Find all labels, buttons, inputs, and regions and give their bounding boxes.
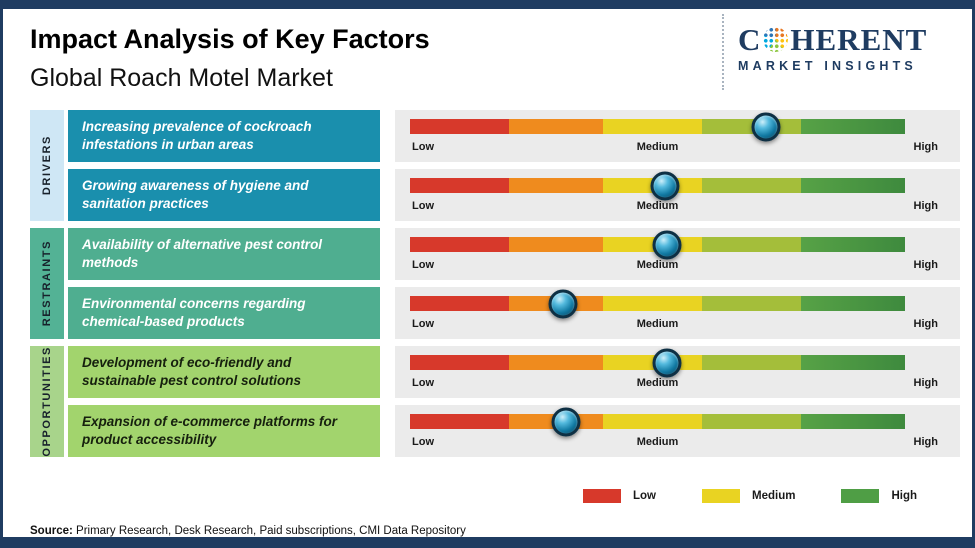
- scale-label-low: Low: [412, 259, 434, 271]
- source-note: Source: Primary Research, Desk Research,…: [30, 525, 466, 537]
- legend-item-low: Low: [583, 489, 656, 503]
- factor-label: Availability of alternative pest control…: [68, 228, 380, 280]
- frame-top-bar: [0, 0, 975, 9]
- impact-panel: Low Medium High: [395, 346, 960, 398]
- logo-wordmark: C HERENT: [738, 24, 960, 55]
- factor-label: Environmental concerns regarding chemica…: [68, 287, 380, 339]
- impact-marker: [652, 348, 682, 377]
- frame-left-bar: [0, 0, 3, 548]
- scale-label-high: High: [913, 318, 938, 330]
- impact-scale-bar: [410, 119, 905, 134]
- scale-label-medium: Medium: [636, 200, 679, 212]
- scale-label-high: High: [913, 436, 938, 448]
- factor-label: Expansion of e-commerce platforms for pr…: [68, 405, 380, 457]
- logo-letter-c: C: [738, 22, 762, 57]
- impact-marker: [551, 407, 581, 436]
- legend: Low Medium High: [583, 489, 917, 503]
- legend-label-medium: Medium: [752, 490, 796, 502]
- scale-label-high: High: [913, 200, 938, 212]
- scale-label-medium: Medium: [636, 259, 679, 271]
- page-title: Impact Analysis of Key Factors: [30, 24, 430, 54]
- scale-label-high: High: [913, 377, 938, 389]
- group-label-text: DRIVERS: [41, 135, 53, 196]
- scale-label-low: Low: [412, 436, 434, 448]
- group-label-text: OPPORTUNITIES: [41, 346, 53, 457]
- factor-label: Growing awareness of hygiene and sanitat…: [68, 169, 380, 221]
- scale-label-low: Low: [412, 318, 434, 330]
- legend-label-low: Low: [633, 490, 656, 502]
- frame-bottom-bar: [0, 537, 975, 548]
- group-label-drivers: DRIVERS: [30, 110, 64, 221]
- impact-track: [410, 348, 905, 377]
- group-label-text: RESTRAINTS: [41, 240, 53, 327]
- scale-label-high: High: [913, 141, 938, 153]
- logo-globe-icon: [763, 27, 789, 52]
- impact-panel: Low Medium High: [395, 110, 960, 162]
- legend-item-high: High: [841, 489, 917, 503]
- impact-marker: [650, 171, 680, 200]
- impact-marker: [652, 230, 682, 259]
- impact-marker: [751, 112, 781, 141]
- scale-label-low: Low: [412, 141, 434, 153]
- impact-panel: Low Medium High: [395, 228, 960, 280]
- legend-label-high: High: [891, 490, 918, 502]
- legend-swatch-low: [583, 489, 621, 503]
- impact-track: [410, 230, 905, 259]
- scale-label-high: High: [913, 259, 938, 271]
- brand-logo: C HERENT MARKET INSIGHTS: [738, 24, 960, 73]
- legend-swatch-high: [841, 489, 880, 503]
- scale-label-medium: Medium: [636, 141, 679, 153]
- impact-track: [410, 407, 905, 436]
- impact-panel: Low Medium High: [395, 287, 960, 339]
- scale-label-medium: Medium: [636, 436, 679, 448]
- factor-label: Increasing prevalence of cockroach infes…: [68, 110, 380, 162]
- scale-label-low: Low: [412, 377, 434, 389]
- frame-right-bar: [972, 0, 975, 548]
- logo-letters-rest: HERENT: [790, 22, 928, 57]
- impact-track: [410, 171, 905, 200]
- group-label-restraints: RESTRAINTS: [30, 228, 64, 339]
- source-text: Primary Research, Desk Research, Paid su…: [76, 525, 466, 537]
- impact-track: [410, 289, 905, 318]
- scale-label-medium: Medium: [636, 318, 679, 330]
- page-subtitle: Global Roach Motel Market: [30, 64, 333, 92]
- scale-label-medium: Medium: [636, 377, 679, 389]
- legend-item-medium: Medium: [702, 489, 795, 503]
- legend-swatch-medium: [702, 489, 740, 503]
- logo-divider: [722, 14, 724, 90]
- group-label-opportunities: OPPORTUNITIES: [30, 346, 64, 457]
- logo-tagline: MARKET INSIGHTS: [738, 59, 917, 73]
- impact-panel: Low Medium High: [395, 169, 960, 221]
- impact-scale-bar: [410, 414, 905, 429]
- impact-panel: Low Medium High: [395, 405, 960, 457]
- source-prefix: Source:: [30, 525, 73, 537]
- impact-track: [410, 112, 905, 141]
- impact-scale-bar: [410, 296, 905, 311]
- scale-label-low: Low: [412, 200, 434, 212]
- impact-marker: [548, 289, 578, 318]
- factor-label: Development of eco-friendly and sustaina…: [68, 346, 380, 398]
